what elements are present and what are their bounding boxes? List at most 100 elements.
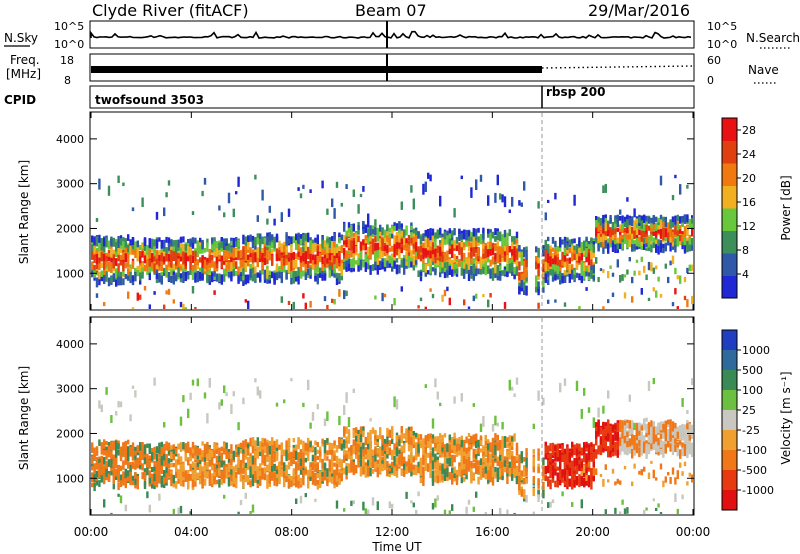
velocity-cell <box>290 475 293 481</box>
power-cell <box>335 261 339 269</box>
power-cell <box>280 251 283 256</box>
velocity-cell <box>251 455 255 465</box>
power-cell <box>388 247 391 252</box>
power-cell <box>621 234 624 240</box>
velocity-cell <box>103 439 106 449</box>
power-cell <box>143 238 147 243</box>
power-cell <box>350 225 353 233</box>
power-cell <box>583 244 586 251</box>
power-cell <box>352 264 355 272</box>
velocity-cell <box>215 479 219 485</box>
velocity-cell <box>304 442 307 452</box>
velocity-cell <box>251 477 255 487</box>
power-cell <box>587 244 591 249</box>
power-cell <box>347 227 351 233</box>
date-title: 29/Mar/2016 <box>588 1 690 20</box>
power-cell <box>679 239 682 245</box>
velocity-cell <box>371 449 375 456</box>
power-cell <box>302 293 305 299</box>
velocity-cell <box>100 458 103 464</box>
velocity-cell <box>331 443 334 450</box>
power-cell <box>340 202 343 207</box>
power-cell <box>297 274 300 285</box>
velocity-cell <box>191 469 195 477</box>
power-cell <box>518 261 521 271</box>
power-cell <box>343 223 346 232</box>
power-cell <box>175 261 178 266</box>
power-cell <box>333 247 336 255</box>
power-cell <box>391 264 394 272</box>
velocity-cell <box>453 473 456 478</box>
velocity-cell <box>266 465 269 471</box>
power-cell <box>165 254 168 262</box>
velocity-cell <box>182 442 185 450</box>
velocity-cell <box>227 454 231 465</box>
power-ylabel: Slant Range [km] <box>17 160 31 264</box>
power-cell <box>143 264 147 272</box>
power-cell <box>350 250 353 258</box>
power-cell <box>167 271 171 277</box>
velocity-cell <box>271 456 274 464</box>
power-cell <box>659 228 663 235</box>
velocity-cell <box>311 475 315 485</box>
power-cell <box>460 175 463 180</box>
power-cell <box>175 239 178 247</box>
power-cell <box>170 273 173 283</box>
velocity-cell <box>439 438 442 449</box>
power-cell <box>635 240 639 245</box>
velocity-cell <box>393 457 396 466</box>
power-cell <box>259 233 262 239</box>
power-cell <box>136 251 139 261</box>
power-cell <box>328 261 331 269</box>
power-cell <box>263 243 267 249</box>
velocity-cell <box>117 467 120 475</box>
power-cell <box>393 260 396 268</box>
velocity-cell <box>297 437 300 442</box>
velocity-cell <box>103 446 106 456</box>
power-cell <box>559 271 562 281</box>
power-cell <box>554 192 557 200</box>
velocity-cell <box>388 467 391 472</box>
velocity-cell <box>453 455 456 463</box>
power-cell <box>599 218 603 226</box>
power-cell <box>254 174 257 180</box>
power-cell <box>691 227 693 237</box>
power-cell <box>299 268 303 279</box>
power-cell <box>110 263 113 273</box>
velocity-cell <box>220 460 223 467</box>
velocity-cell <box>295 444 298 451</box>
power-cell <box>302 237 305 245</box>
velocity-cell <box>395 440 399 449</box>
power-cell <box>182 251 185 260</box>
velocity-cell <box>239 443 243 454</box>
power-cell <box>465 264 468 274</box>
power-cell <box>364 224 367 233</box>
power-cell <box>523 247 526 252</box>
power-cell <box>518 251 521 258</box>
power-cell <box>470 258 473 264</box>
velocity-cell <box>335 500 339 509</box>
power-cell <box>407 244 411 253</box>
velocity-cell <box>424 459 427 466</box>
power-cell <box>148 249 151 259</box>
power-cell <box>525 250 528 260</box>
velocity-cell <box>326 456 329 461</box>
power-cell <box>340 275 343 281</box>
velocity-cell <box>307 379 310 391</box>
power-cell <box>242 252 245 263</box>
velocity-cell <box>235 451 238 457</box>
velocity-cell <box>155 469 159 478</box>
power-cell <box>278 240 281 247</box>
power-cell <box>602 269 605 273</box>
power-cell <box>403 240 406 251</box>
power-cell <box>103 276 106 284</box>
power-cell <box>266 232 269 238</box>
velocity-cell <box>184 470 187 479</box>
velocity-cell <box>357 434 360 439</box>
power-cell <box>554 248 557 256</box>
power-cell <box>331 254 334 262</box>
power-cell <box>335 247 339 252</box>
power-cell <box>285 246 288 255</box>
velocity-cell <box>206 461 209 470</box>
